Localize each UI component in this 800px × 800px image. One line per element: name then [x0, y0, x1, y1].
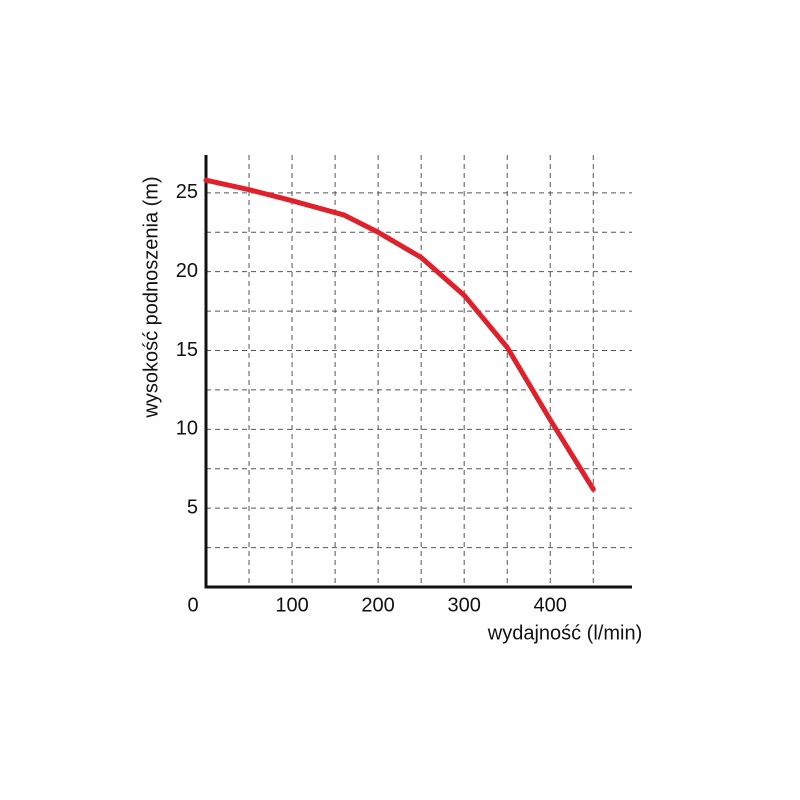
x-tick-label: 100: [275, 594, 308, 616]
y-tick-label: 5: [187, 496, 198, 518]
y-tick-label: 15: [176, 339, 198, 361]
y-axis-label: wysokość podnoszenia (m): [140, 176, 162, 418]
x-tick-label: 300: [447, 594, 480, 616]
x-axis-label: wydajność (l/min): [487, 622, 642, 644]
y-tick-label: 20: [176, 260, 198, 282]
x-tick-label: 200: [361, 594, 394, 616]
data-line: [203, 177, 596, 492]
x-tick-label: 0: [187, 594, 198, 616]
x-tick-label: 400: [534, 594, 567, 616]
y-tick-label: 10: [176, 418, 198, 440]
y-tick-label: 25: [176, 181, 198, 203]
